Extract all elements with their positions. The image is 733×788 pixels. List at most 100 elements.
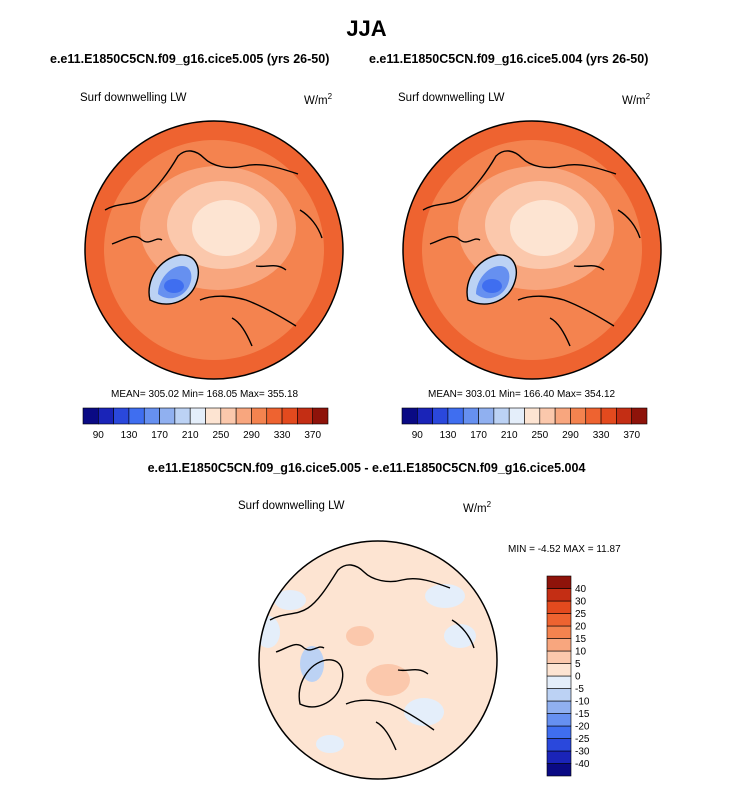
panel-2-colorbar-tick-label: 370	[623, 430, 640, 441]
panel-1-coastlines	[104, 150, 323, 347]
difference-colorbar-swatch-2	[546, 738, 572, 752]
panel-1-colorbar-tick-label: 170	[151, 430, 168, 441]
panel-1-colorbar-swatch-0	[82, 407, 99, 425]
difference-colorbar-swatch-11	[546, 625, 572, 639]
difference-colorbar-tick-label: 25	[575, 609, 587, 620]
difference-colorbar-swatch-12	[546, 613, 572, 627]
panel-2-map	[402, 120, 662, 380]
panel-2-colorbar-tick-label: 90	[412, 430, 424, 441]
panel-2-coastlines	[422, 150, 641, 347]
difference-colorbar-tick-label: 20	[575, 622, 587, 633]
panel-1-greenland-core	[164, 279, 184, 293]
difference-colorbar-swatch-9	[546, 650, 572, 664]
panel-1-map	[84, 120, 344, 380]
difference-colorbar-tick-label: 10	[575, 647, 587, 658]
difference-neg-patch-1	[274, 590, 306, 610]
panel-1-colorbar-swatch-8	[205, 407, 222, 425]
difference-title: e.e11.E1850C5CN.f09_g16.cice5.005 - e.e1…	[147, 461, 586, 475]
difference-colorbar-swatch-1	[546, 750, 572, 764]
difference-pos-patch-2	[346, 626, 374, 646]
panel-1-case-title: e.e11.E1850C5CN.f09_g16.cice5.005 (yrs 2…	[50, 52, 330, 66]
panel-1-colorbar-swatch-4	[143, 407, 160, 425]
panel-1-colorbar-tick-label: 370	[304, 430, 321, 441]
panel-1-stats: MEAN= 305.02 Min= 168.05 Max= 355.18	[111, 389, 299, 400]
panel-1-units: W/m2	[304, 92, 333, 107]
difference-colorbar-swatch-14	[546, 588, 572, 602]
difference-coastlines	[269, 564, 475, 751]
panel-2-colorbar-swatch-10	[554, 407, 571, 425]
figure-title: JJA	[346, 16, 387, 41]
panel-2-colorbar-tick-label: 130	[440, 430, 457, 441]
difference-colorbar-swatch-6	[546, 688, 572, 702]
difference-colorbar-tick-label: -10	[575, 697, 590, 708]
panel-1-colorbar-swatch-1	[98, 407, 114, 425]
panel-2-colorbar-tick-label: 210	[501, 430, 518, 441]
panel-2-field-pole	[510, 200, 578, 256]
difference-colorbar-tick-label: 40	[575, 584, 587, 595]
panel-2-map-border	[402, 120, 662, 380]
difference-colorbar-swatch-0	[546, 763, 572, 777]
difference-colorbar-tick-label: -5	[575, 684, 584, 695]
panel-1-colorbar-swatch-15	[312, 407, 329, 425]
panel-1-colorbar-swatch-3	[128, 407, 145, 425]
difference-colorbar-tick-label: 0	[575, 672, 581, 683]
panel-1-variable-label: Surf downwelling LW	[80, 92, 187, 104]
difference-colorbar-tick-label: -15	[575, 709, 590, 720]
difference-colorbar-tick-label: 30	[575, 597, 587, 608]
difference-map-border	[258, 540, 498, 780]
panel-2-colorbar-tick-label: 250	[531, 430, 548, 441]
difference-neg-patch-5	[404, 698, 444, 726]
panel-1-colorbar-swatch-7	[189, 407, 206, 425]
panel-1-colorbar-swatch-6	[174, 407, 191, 425]
panel-2-stats: MEAN= 303.01 Min= 166.40 Max= 354.12	[428, 389, 616, 400]
difference-colorbar-swatch-15	[546, 575, 572, 589]
panel-2-colorbar: 90 130 170 210 250 290 330 370	[401, 407, 648, 441]
difference-colorbar-swatch-13	[546, 600, 572, 614]
panel-2-colorbar-swatch-8	[524, 407, 541, 425]
difference-stats: MIN = -4.52 MAX = 11.87	[508, 544, 621, 555]
difference-colorbar-tick-label: -30	[575, 747, 590, 758]
panel-1-colorbar-tick-label: 90	[93, 430, 105, 441]
difference-colorbar-swatch-5	[546, 700, 572, 714]
panel-2-colorbar-swatch-15	[631, 407, 648, 425]
panel-1-colorbar-tick-label: 210	[182, 430, 199, 441]
panel-2-colorbar-swatch-12	[585, 407, 602, 425]
difference-colorbar-tick-label: -40	[575, 759, 590, 770]
panel-2-units: W/m2	[622, 92, 651, 107]
panel-2-colorbar-swatch-13	[600, 407, 617, 425]
panel-2-colorbar-swatch-4	[462, 407, 479, 425]
panel-1-colorbar-swatch-9	[220, 407, 237, 425]
panel-2-colorbar-tick-label: 290	[562, 430, 579, 441]
panel-1-colorbar-swatch-12	[266, 407, 283, 425]
panel-1-colorbar-tick-label: 130	[121, 430, 138, 441]
difference-colorbar-swatch-3	[546, 725, 572, 739]
panel-2-colorbar-swatch-5	[478, 407, 495, 425]
panel-1-colorbar-swatch-11	[251, 407, 268, 425]
difference-neg-patch-4	[444, 624, 476, 648]
panel-1-colorbar-swatch-14	[297, 407, 313, 425]
panel-1-colorbar-tick-label: 330	[274, 430, 291, 441]
panel-2-colorbar-swatch-0	[401, 407, 418, 425]
panel-2-colorbar-tick-label: 170	[470, 430, 487, 441]
panel-2-variable-label: Surf downwelling LW	[398, 92, 505, 104]
panel-1-colorbar: 90 130 170 210 250 290 330 370	[82, 407, 329, 441]
panel-1-map-border	[84, 120, 344, 380]
difference-variable-label: Surf downwelling LW	[238, 500, 345, 512]
difference-colorbar-tick-label: 5	[575, 659, 581, 670]
difference-colorbar-tick-label: 15	[575, 634, 587, 645]
panel-1-colorbar-tick-label: 290	[243, 430, 260, 441]
panel-2-colorbar-swatch-11	[570, 407, 587, 425]
panel-2-colorbar-swatch-6	[493, 407, 510, 425]
panel-2-case-title: e.e11.E1850C5CN.f09_g16.cice5.004 (yrs 2…	[369, 52, 649, 66]
difference-colorbar-swatch-8	[546, 663, 572, 677]
difference-map	[258, 540, 498, 780]
panel-2-colorbar-swatch-3	[447, 407, 464, 425]
difference-neg-patch-6	[316, 735, 344, 753]
difference-colorbar-swatch-7	[546, 675, 572, 689]
panel-1-colorbar-swatch-5	[159, 407, 176, 425]
difference-units: W/m2	[463, 500, 492, 515]
difference-colorbar-tick-label: -25	[575, 734, 590, 745]
panel-2-colorbar-swatch-9	[539, 407, 556, 425]
